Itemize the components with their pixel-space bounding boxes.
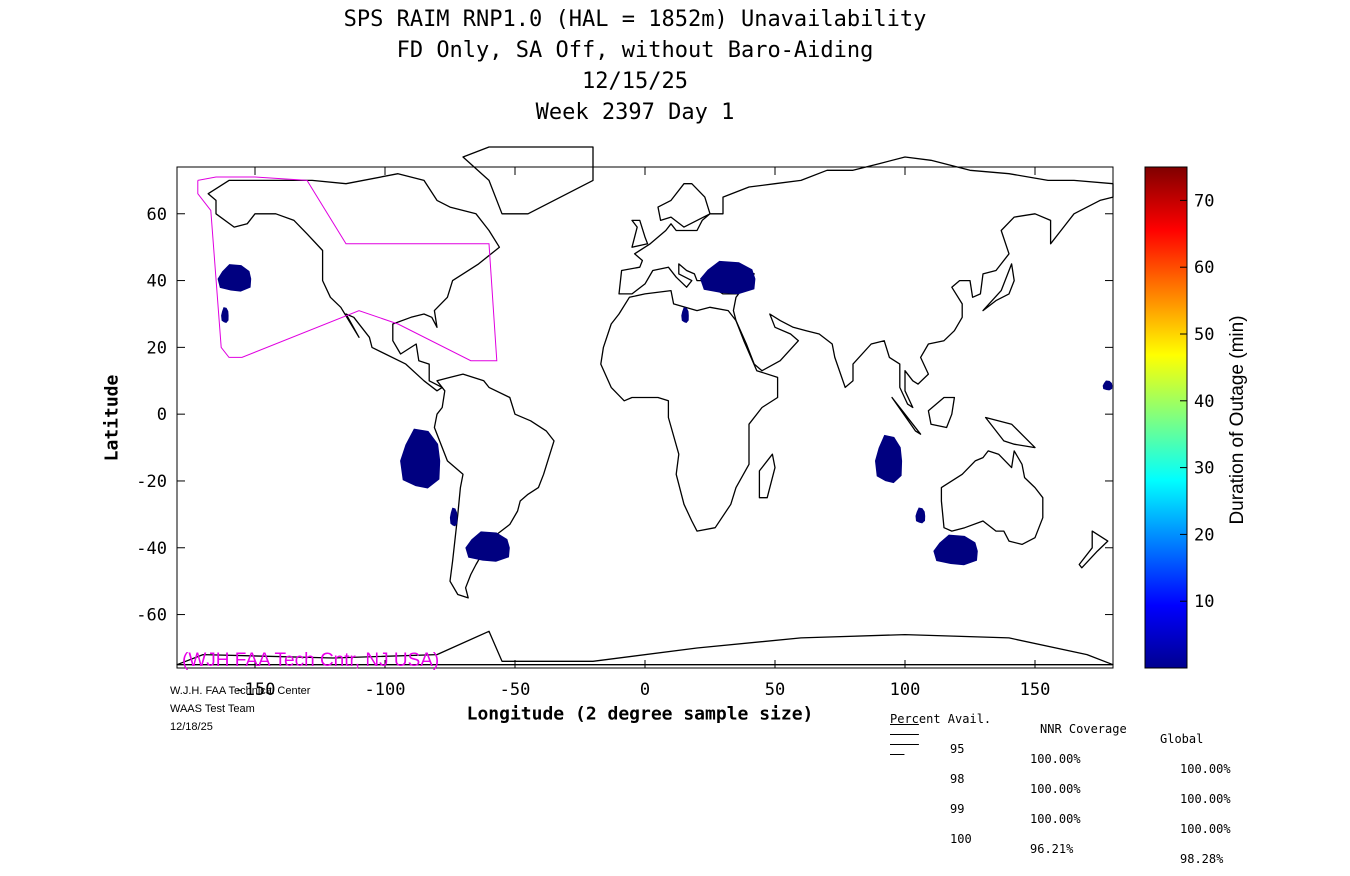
stats-header-nnr: NNR Coverage bbox=[1040, 722, 1127, 736]
stats-cell: 95 bbox=[950, 742, 965, 756]
stats-cell: 99 bbox=[950, 802, 965, 816]
stats-header: Percent Avail. NNR Coverage Global bbox=[890, 704, 1203, 745]
outage-region bbox=[221, 307, 229, 323]
stats-cell: 98 bbox=[950, 772, 965, 786]
stats-cell: 96.21% bbox=[1030, 842, 1074, 856]
stats-header-global: Global bbox=[1160, 732, 1204, 746]
chart-title-line-4: Week 2397 Day 1 bbox=[535, 100, 735, 125]
axes: -150 -100 -50 0 50 100 150 -60 -40 -20 0 20 40 60 bbox=[136, 167, 1113, 700]
x-tick-label: 100 bbox=[890, 680, 921, 700]
landmass-outline bbox=[631, 219, 649, 248]
outage-region bbox=[465, 531, 510, 562]
colorbar-tick-label: 50 bbox=[1194, 325, 1214, 345]
outage-regions bbox=[217, 260, 1113, 566]
y-tick-label: -60 bbox=[136, 606, 167, 626]
stats-cell: 98.28% bbox=[1180, 852, 1224, 866]
landmass-outline bbox=[984, 416, 1036, 449]
y-tick-label: 0 bbox=[157, 405, 167, 425]
landmass-outline bbox=[462, 146, 594, 215]
colorbar-tick-label: 70 bbox=[1194, 191, 1214, 211]
stats-cell: 100 bbox=[950, 832, 972, 846]
stats-row: 95 100.00% 100.00% bbox=[890, 734, 1231, 775]
x-tick-label: -100 bbox=[365, 680, 406, 700]
y-tick-label: 40 bbox=[147, 272, 167, 292]
landmass-outline bbox=[207, 173, 501, 392]
outage-region bbox=[1102, 380, 1113, 391]
footer-team: WAAS Test Team bbox=[170, 703, 255, 715]
watermark-text: (WJH FAA Tech Cntr, NJ USA) bbox=[182, 650, 440, 671]
stats-cell: 100.00% bbox=[1180, 762, 1231, 776]
chart-title-line-1: SPS RAIM RNP1.0 (HAL = 1852m) Unavailabi… bbox=[343, 7, 927, 32]
colorbar-tick-label: 20 bbox=[1194, 525, 1214, 545]
landmass-outline bbox=[758, 453, 776, 499]
landmass-outline bbox=[1078, 530, 1109, 569]
stats-row: 100 96.21% 98.28% bbox=[890, 824, 1223, 865]
nnr-boundary-line bbox=[197, 176, 498, 362]
nnr-boundary bbox=[197, 176, 498, 362]
colorbar-tick-label: 40 bbox=[1194, 392, 1214, 412]
outage-region bbox=[681, 307, 689, 323]
y-tick-label: 60 bbox=[147, 205, 167, 225]
colorbar-tick-label: 10 bbox=[1194, 592, 1214, 612]
x-tick-label: -50 bbox=[500, 680, 531, 700]
stats-cell: 100.00% bbox=[1180, 792, 1231, 806]
colorbar-tick-label: 30 bbox=[1194, 459, 1214, 479]
coverage-stats-table: Percent Avail. NNR Coverage Global 95 10… bbox=[890, 684, 1231, 865]
outage-region bbox=[915, 507, 926, 524]
colorbar-ticks: 10 20 30 40 50 60 70 bbox=[1180, 191, 1214, 612]
landmass-outline bbox=[927, 396, 956, 429]
outage-region bbox=[449, 507, 458, 527]
chart-title-line-2: FD Only, SA Off, without Baro-Aiding bbox=[396, 38, 874, 63]
landmass-outline bbox=[940, 450, 1044, 546]
stats-row: 98 100.00% 100.00% bbox=[890, 764, 1231, 805]
y-axis-label: Latitude bbox=[101, 374, 123, 462]
x-axis-label: Longitude (2 degree sample size) bbox=[466, 703, 814, 725]
landmass-outline bbox=[982, 263, 1015, 312]
x-tick-label: 150 bbox=[1020, 680, 1051, 700]
chart-title-line-3: 12/15/25 bbox=[582, 69, 688, 94]
y-tick-label: -20 bbox=[136, 472, 167, 492]
chart-svg: -150 -100 -50 0 50 100 150 -60 -40 -20 0 20 40 60 10 2… bbox=[136, 146, 1214, 700]
footer-date: 12/18/25 bbox=[170, 721, 213, 733]
outage-region bbox=[217, 264, 252, 292]
stats-header-percent: Percent Avail. bbox=[890, 712, 992, 726]
colorbar bbox=[1144, 166, 1188, 669]
map-plot-area bbox=[176, 166, 1114, 669]
outage-region bbox=[700, 260, 756, 295]
outage-region bbox=[933, 534, 978, 566]
outage-region bbox=[874, 434, 903, 484]
colorbar-tick-label: 60 bbox=[1194, 258, 1214, 278]
x-tick-label: 50 bbox=[765, 680, 785, 700]
x-tick-label: 0 bbox=[640, 680, 650, 700]
stats-cell: 100.00% bbox=[1030, 812, 1081, 826]
footer-org: W.J.H. FAA Technical Center bbox=[170, 685, 311, 697]
stats-cell: 100.00% bbox=[1030, 752, 1081, 766]
landmass-outline bbox=[176, 630, 1114, 666]
colorbar-label: Duration of Outage (min) bbox=[1227, 315, 1248, 525]
landmass-outline bbox=[600, 289, 779, 532]
y-tick-label: 20 bbox=[147, 338, 167, 358]
landmass-outline bbox=[891, 396, 922, 435]
stats-row: 99 100.00% 100.00% bbox=[890, 794, 1231, 835]
y-tick-label: -40 bbox=[136, 539, 167, 559]
stats-cell: 100.00% bbox=[1030, 782, 1081, 796]
stats-cell: 100.00% bbox=[1180, 822, 1231, 836]
outage-region bbox=[400, 428, 441, 489]
x-tick-label: -150 bbox=[235, 680, 276, 700]
